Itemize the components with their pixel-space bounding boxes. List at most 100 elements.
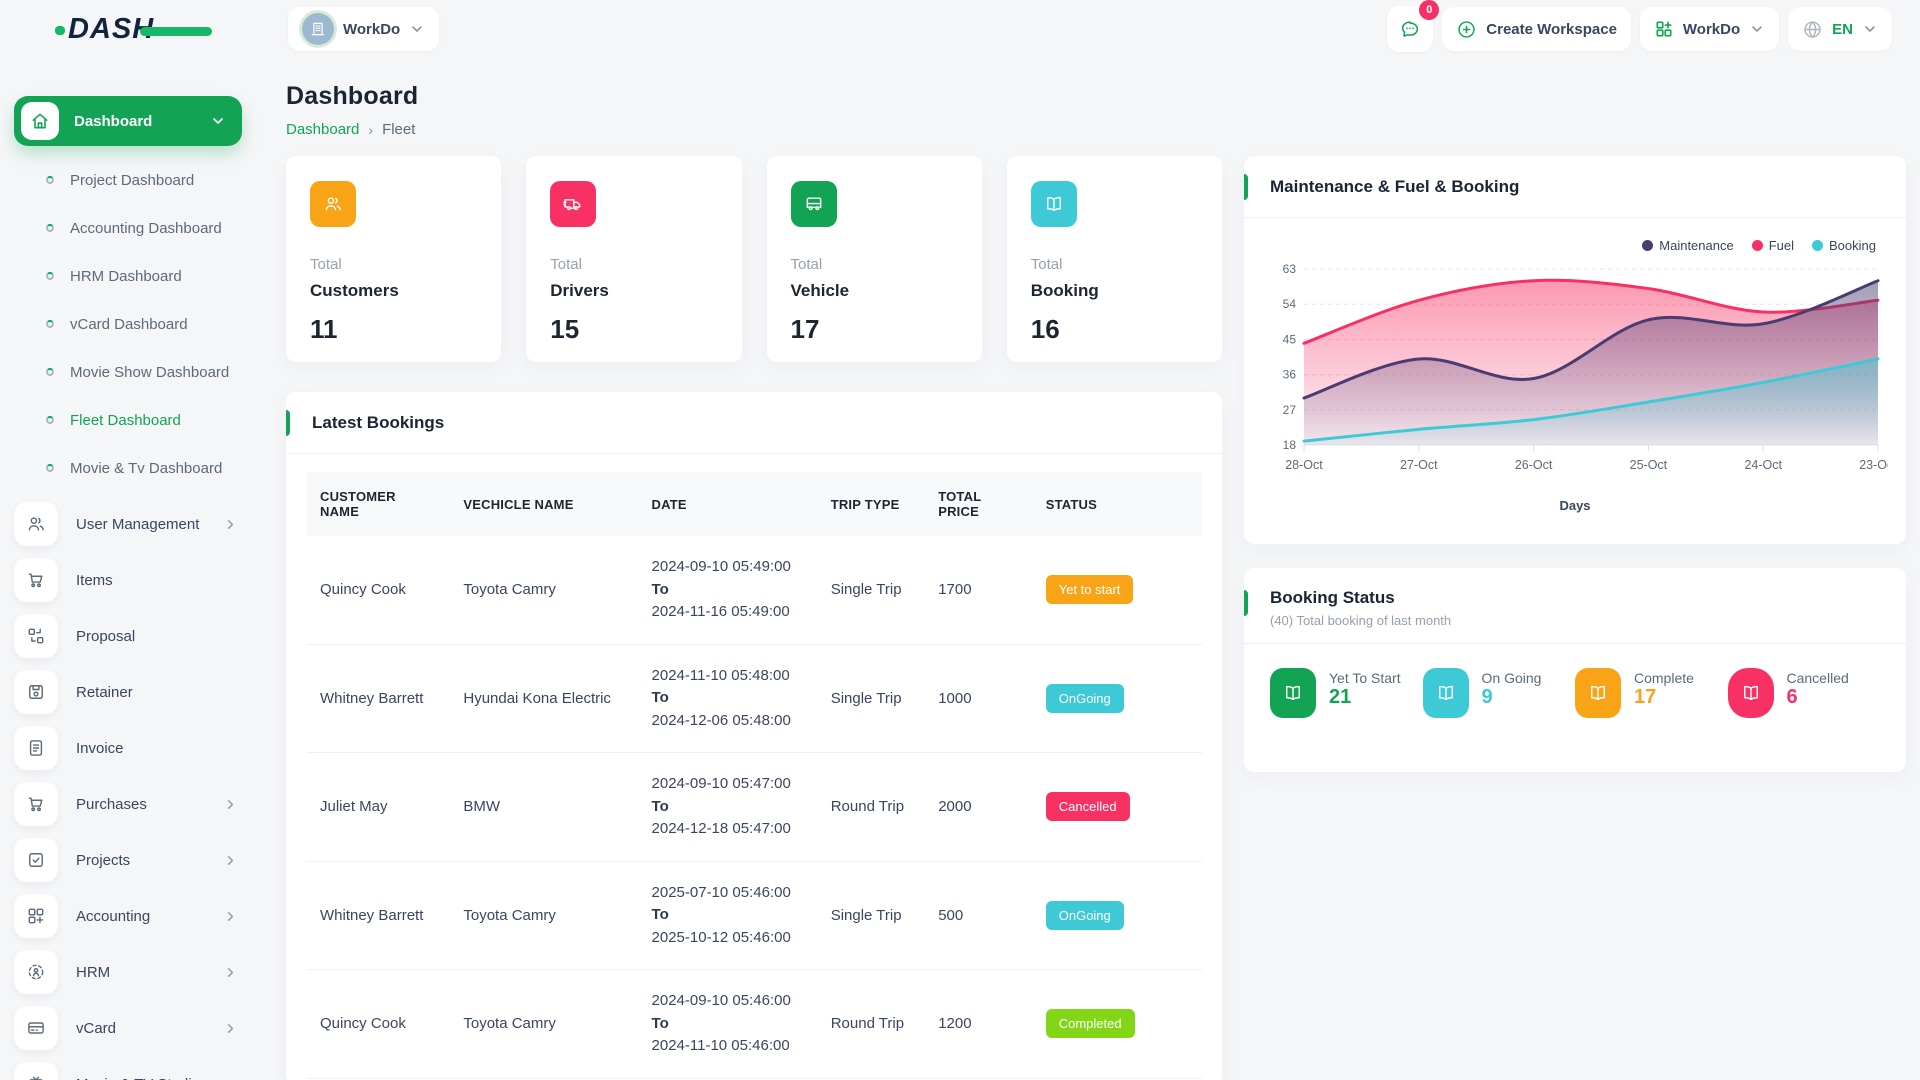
chevron-down-icon bbox=[210, 113, 226, 129]
bullet-icon bbox=[46, 320, 54, 328]
chevron-right-icon bbox=[223, 797, 238, 812]
stat-prefix: Total bbox=[790, 256, 823, 273]
breadcrumb-item-dashboard[interactable]: Dashboard bbox=[286, 121, 360, 138]
sidebar-item-label: Movie & TV Studio bbox=[76, 1076, 200, 1080]
book-icon bbox=[1030, 181, 1077, 227]
cell-status: Yet to start bbox=[1031, 536, 1202, 645]
sidebar-item-hrm-dashboard[interactable]: HRM Dashboard bbox=[14, 252, 284, 300]
sidebar-item-purchases[interactable]: Purchases bbox=[14, 776, 284, 832]
messages-button[interactable]: 0 bbox=[1387, 0, 1440, 52]
cell-total-price: 500 bbox=[924, 861, 1032, 970]
retainer-icon bbox=[14, 670, 58, 714]
latest-bookings-card: Latest Bookings CUSTOMER NAME VECHICLE NA… bbox=[286, 392, 1222, 1080]
sidebar-item-proposal[interactable]: Proposal bbox=[14, 608, 284, 664]
sidebar-item-vcard[interactable]: vCard bbox=[14, 1000, 284, 1056]
sidebar-item-label: Proposal bbox=[76, 627, 136, 645]
legend-dot-icon bbox=[1642, 240, 1654, 251]
sidebar-item-movie-tv-studio[interactable]: Movie & TV Studio bbox=[14, 1056, 284, 1080]
sidebar-item-retainer[interactable]: Retainer bbox=[14, 664, 284, 720]
sidebar-item-accounting[interactable]: Accounting bbox=[14, 888, 284, 944]
booking-status-yet-to-start: Yet To Start 21 bbox=[1270, 668, 1423, 718]
legend-item-maintenance[interactable]: Maintenance bbox=[1642, 238, 1734, 253]
sidebar-item-projects[interactable]: Projects bbox=[14, 832, 284, 888]
svg-text:18: 18 bbox=[1283, 438, 1297, 452]
brand-logo[interactable]: DASH bbox=[0, 13, 284, 46]
language-dropdown[interactable]: EN bbox=[1788, 7, 1892, 51]
svg-text:54: 54 bbox=[1283, 297, 1297, 311]
topbar-actions: 0 Create Workspace WorkDo EN bbox=[1387, 0, 1892, 52]
sidebar-item-label: Purchases bbox=[76, 795, 147, 813]
maintenance-fuel-booking-card: Maintenance & Fuel & Booking Maintenance… bbox=[1244, 156, 1906, 544]
sidebar-item-accounting-dashboard[interactable]: Accounting Dashboard bbox=[14, 204, 284, 252]
chart-legend: Maintenance Fuel Booking bbox=[1244, 218, 1906, 253]
booking-status-items: Yet To Start 21 On Going 9 Complete 17 Canc… bbox=[1244, 644, 1906, 742]
status-label: Complete bbox=[1634, 670, 1694, 686]
breadcrumb-separator: › bbox=[368, 121, 374, 138]
status-badge: OnGoing bbox=[1045, 683, 1124, 713]
cell-trip-type: Round Trip bbox=[816, 752, 925, 862]
projects-icon bbox=[14, 838, 58, 882]
booking-status-title: Booking Status bbox=[1270, 588, 1395, 607]
cell-customer-name: Whitney Barrett bbox=[306, 861, 450, 970]
cell-customer-name: Whitney Barrett bbox=[306, 644, 450, 753]
logo-label: DASH bbox=[68, 12, 155, 45]
logo-dot-icon bbox=[55, 25, 65, 35]
sidebar-item-movie-tv-dashboard[interactable]: Movie & Tv Dashboard bbox=[14, 444, 284, 492]
stat-label: Customers bbox=[310, 281, 399, 300]
sidebar-item-fleet-dashboard[interactable]: Fleet Dashboard bbox=[14, 396, 284, 444]
workspace-switcher[interactable]: WorkDo bbox=[288, 7, 440, 51]
sidebar-item-items[interactable]: Items bbox=[14, 552, 284, 608]
breadcrumb-item-fleet: Fleet bbox=[382, 121, 416, 138]
legend-item-booking[interactable]: Booking bbox=[1812, 238, 1876, 253]
dashboard-submenu: Project Dashboard Accounting Dashboard HRM… bbox=[14, 156, 284, 492]
create-workspace-label: Create Workspace bbox=[1486, 20, 1617, 38]
status-value: 6 bbox=[1786, 686, 1798, 708]
cell-vehicle-name: Toyota Camry bbox=[449, 861, 638, 970]
sidebar-item-label: Accounting bbox=[76, 907, 151, 925]
column-header-customer-name: CUSTOMER NAME bbox=[306, 472, 450, 536]
messages-count-badge: 0 bbox=[1419, 0, 1440, 20]
sidebar-item-label: HRM bbox=[76, 963, 111, 981]
bullet-icon bbox=[46, 464, 54, 472]
sidebar-group-dashboard[interactable]: Dashboard bbox=[14, 96, 242, 146]
table-row: Quincy Cook Toyota Camry 2024-09-10 05:4… bbox=[306, 536, 1202, 645]
bus-icon bbox=[790, 181, 837, 227]
sidebar-item-label: Items bbox=[76, 571, 113, 589]
cell-total-price: 1200 bbox=[924, 969, 1032, 1079]
globe-icon bbox=[1802, 19, 1823, 40]
logo-text: DASH bbox=[55, 12, 213, 46]
cell-date: 2024-11-10 05:48:00 To 2024-12-06 05:48:00 bbox=[637, 644, 817, 753]
cell-trip-type: Round Trip bbox=[816, 969, 925, 1079]
cell-status: Cancelled bbox=[1031, 752, 1202, 862]
workspace-name: WorkDo bbox=[343, 20, 401, 38]
workdo-dropdown[interactable]: WorkDo bbox=[1639, 7, 1780, 51]
sidebar-item-vcard-dashboard[interactable]: vCard Dashboard bbox=[14, 300, 284, 348]
cell-date: 2024-09-10 05:46:00 To 2024-11-10 05:46:00 bbox=[637, 969, 817, 1079]
sidebar-item-label: Projects bbox=[76, 851, 131, 869]
sidebar-item-movie-show-dashboard[interactable]: Movie Show Dashboard bbox=[14, 348, 284, 396]
svg-text:45: 45 bbox=[1283, 332, 1297, 346]
bullet-icon bbox=[46, 368, 54, 376]
cell-trip-type: Single Trip bbox=[816, 861, 925, 970]
create-workspace-button[interactable]: Create Workspace bbox=[1442, 7, 1631, 51]
table-row: Juliet May BMW 2024-09-10 05:47:00 To 2024… bbox=[306, 752, 1202, 862]
chart-header: Maintenance & Fuel & Booking bbox=[1244, 156, 1906, 218]
bullet-icon bbox=[46, 224, 54, 232]
cell-trip-type: Single Trip bbox=[816, 536, 925, 645]
sidebar-item-invoice[interactable]: Invoice bbox=[14, 720, 284, 776]
legend-item-fuel[interactable]: Fuel bbox=[1751, 238, 1794, 253]
status-badge: Completed bbox=[1045, 1009, 1135, 1039]
sidebar-item-project-dashboard[interactable]: Project Dashboard bbox=[14, 156, 284, 204]
table-row: Whitney Barrett Toyota Camry 2025-07-10 … bbox=[306, 861, 1202, 970]
chart-x-axis-label: Days bbox=[1559, 498, 1591, 513]
language-code: EN bbox=[1832, 20, 1853, 38]
sidebar-item-label: Project Dashboard bbox=[70, 171, 195, 189]
status-label: Cancelled bbox=[1786, 670, 1849, 686]
plus-circle-icon bbox=[1456, 19, 1477, 40]
cart-icon bbox=[14, 558, 58, 602]
sidebar-item-hrm[interactable]: HRM bbox=[14, 944, 284, 1000]
svg-text:25-Oct: 25-Oct bbox=[1630, 458, 1668, 472]
sidebar-item-user-management[interactable]: User Management bbox=[14, 496, 284, 552]
status-badge: Yet to start bbox=[1045, 575, 1134, 605]
stat-value: 16 bbox=[1030, 314, 1060, 344]
